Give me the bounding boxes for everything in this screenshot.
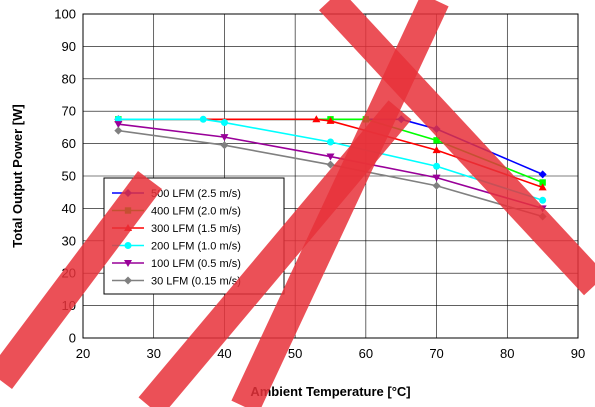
point-marker: [432, 146, 441, 154]
point-marker: [326, 160, 335, 169]
legend-label: 200 LFM (1.0 m/s): [151, 241, 241, 253]
point-marker: [220, 119, 228, 127]
legend-label: 400 LFM (2.0 m/s): [151, 206, 241, 218]
point-marker: [114, 126, 123, 135]
legend-label: 100 LFM (0.5 m/s): [151, 258, 241, 270]
point-marker: [199, 115, 207, 123]
x-tick-label: 80: [500, 346, 514, 361]
x-tick-label: 60: [359, 346, 373, 361]
y-tick-label: 90: [62, 39, 76, 54]
y-tick-label: 0: [69, 331, 76, 346]
x-tick-label: 50: [288, 346, 302, 361]
point-marker: [220, 134, 229, 142]
legend-entries: 500 LFM (2.5 m/s) 400 LFM (2.0 m/s) 300 LF…: [112, 188, 241, 288]
point-marker: [433, 162, 441, 170]
legend-entry: 30 LFM (0.15 m/s): [112, 276, 241, 288]
legend-entry: 100 LFM (0.5 m/s): [112, 258, 241, 270]
legend-label: 300 LFM (1.5 m/s): [151, 223, 241, 235]
point-marker: [326, 116, 335, 124]
x-tick-label: 90: [571, 346, 585, 361]
point-marker: [432, 181, 441, 190]
tick-labels: 01020304050607080901002030405060708090: [54, 7, 585, 362]
point-marker: [124, 276, 132, 285]
y-tick-label: 100: [54, 7, 76, 22]
y-tick-label: 70: [62, 104, 76, 119]
series-group: [114, 115, 547, 221]
point-marker: [114, 115, 122, 123]
point-marker: [432, 174, 441, 182]
y-tick-label: 60: [62, 136, 76, 151]
x-tick-label: 30: [146, 346, 160, 361]
watermark-stripe: [319, 0, 595, 296]
point-marker: [326, 153, 335, 161]
series-line: [118, 118, 543, 202]
point-marker: [539, 179, 546, 186]
x-tick-label: 70: [429, 346, 443, 361]
point-marker: [327, 138, 334, 146]
point-marker: [539, 196, 547, 204]
y-tick-label: 30: [62, 233, 76, 248]
x-axis-title: Ambient Temperature [°C]: [250, 384, 410, 399]
series-4: [114, 115, 547, 204]
point-marker: [538, 170, 547, 179]
point-marker: [538, 183, 547, 191]
y-axis-title: Total Output Power [W]: [10, 104, 25, 247]
y-tick-label: 80: [62, 71, 76, 86]
point-marker: [124, 242, 132, 249]
point-marker: [114, 121, 123, 129]
legend-label: 500 LFM (2.5 m/s): [151, 188, 241, 200]
y-tick-label: 40: [62, 201, 76, 216]
point-marker: [220, 141, 229, 150]
x-tick-label: 40: [217, 346, 231, 361]
y-tick-label: 50: [62, 169, 76, 184]
legend-label: 30 LFM (0.15 m/s): [151, 276, 241, 288]
x-tick-label: 20: [76, 346, 90, 361]
point-marker: [433, 137, 440, 144]
point-marker: [312, 115, 321, 123]
watermark-stripe: [0, 171, 162, 389]
point-marker: [124, 260, 132, 267]
